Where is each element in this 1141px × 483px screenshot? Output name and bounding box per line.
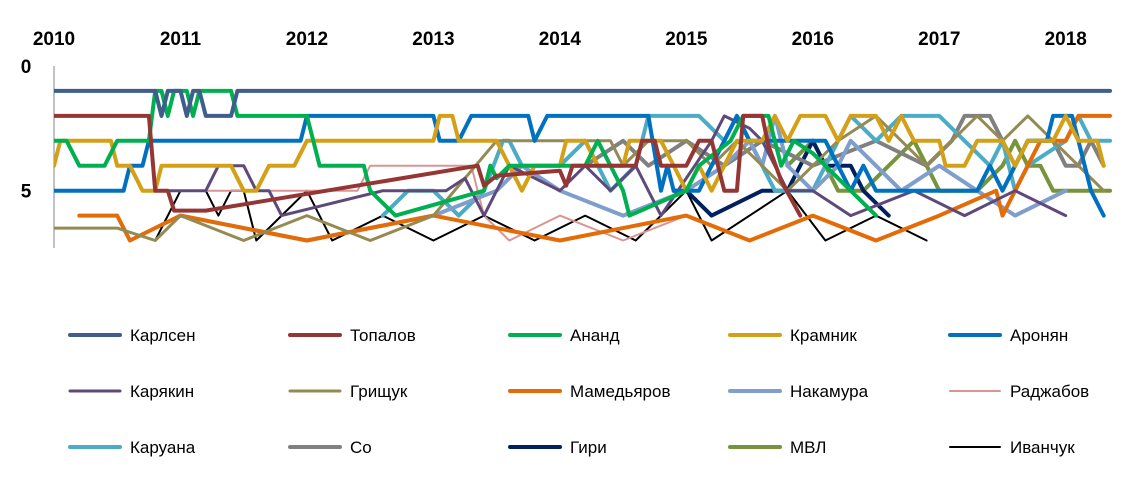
legend-entry: Карякин	[68, 382, 194, 401]
legend-entry: МВЛ	[728, 438, 826, 457]
legend-entry: Топалов	[288, 326, 416, 345]
series-line	[54, 113, 803, 218]
series-line	[54, 88, 1112, 118]
legend-label: Топалов	[350, 326, 416, 345]
plot-area	[54, 88, 1112, 243]
legend-entry: Иванчук	[949, 438, 1075, 457]
y-tick-labels: 05	[21, 57, 32, 203]
legend-label: Карякин	[130, 382, 194, 401]
legend-entry: Раджабов	[949, 382, 1089, 401]
series-line	[583, 113, 1106, 168]
legend-entry: Гири	[508, 438, 607, 457]
series-line	[154, 189, 928, 242]
legend-entry: Карлсен	[68, 326, 196, 345]
legend-entry: Грищук	[288, 382, 408, 401]
legend-label: Иванчук	[1010, 438, 1075, 457]
legend-label: Раджабов	[1010, 382, 1089, 401]
legend-label: Каруана	[130, 438, 196, 457]
series-line	[54, 88, 878, 218]
legend-entry: Накамура	[728, 382, 869, 401]
x-tick-label: 2014	[539, 29, 582, 50]
legend-entry: Со	[288, 438, 372, 457]
legend-label: Карлсен	[130, 326, 196, 345]
legend-entry: Мамедьяров	[508, 382, 671, 401]
y-tick-label: 5	[21, 182, 32, 203]
x-tick-label: 2011	[160, 29, 202, 50]
legend-label: Со	[350, 438, 372, 457]
legend-label: Грищук	[350, 382, 408, 401]
legend-label: МВЛ	[790, 438, 826, 457]
x-tick-label: 2018	[1045, 29, 1087, 50]
legend-entry: Крамник	[728, 326, 857, 345]
legend-label: Аронян	[1010, 326, 1068, 345]
legend-entry: Аронян	[948, 326, 1068, 345]
series-line	[54, 113, 1106, 193]
legend-label: Крамник	[790, 326, 857, 345]
x-tick-label: 2013	[412, 29, 454, 50]
x-tick-labels: 2010 2011 2012 2013 2014 2015 2016 2017 2018	[33, 29, 1087, 50]
legend-label: Мамедьяров	[570, 382, 671, 401]
x-tick-label: 2012	[286, 29, 328, 50]
legend-label: Ананд	[570, 326, 620, 345]
x-tick-label: 2016	[792, 29, 834, 50]
legend-entry: Ананд	[508, 326, 620, 345]
x-tick-label: 2010	[33, 29, 75, 50]
series-line	[54, 114, 1106, 242]
legend-entry: Каруана	[68, 438, 196, 457]
legend-label: Накамура	[790, 382, 869, 401]
x-tick-label: 2015	[665, 29, 708, 50]
legend-label: Гири	[570, 438, 607, 457]
y-tick-label: 0	[21, 57, 32, 78]
x-tick-label: 2017	[918, 29, 960, 50]
legend: Карлсен Топалов Ананд Крамник Аронян Карякин Г…	[68, 326, 1089, 457]
